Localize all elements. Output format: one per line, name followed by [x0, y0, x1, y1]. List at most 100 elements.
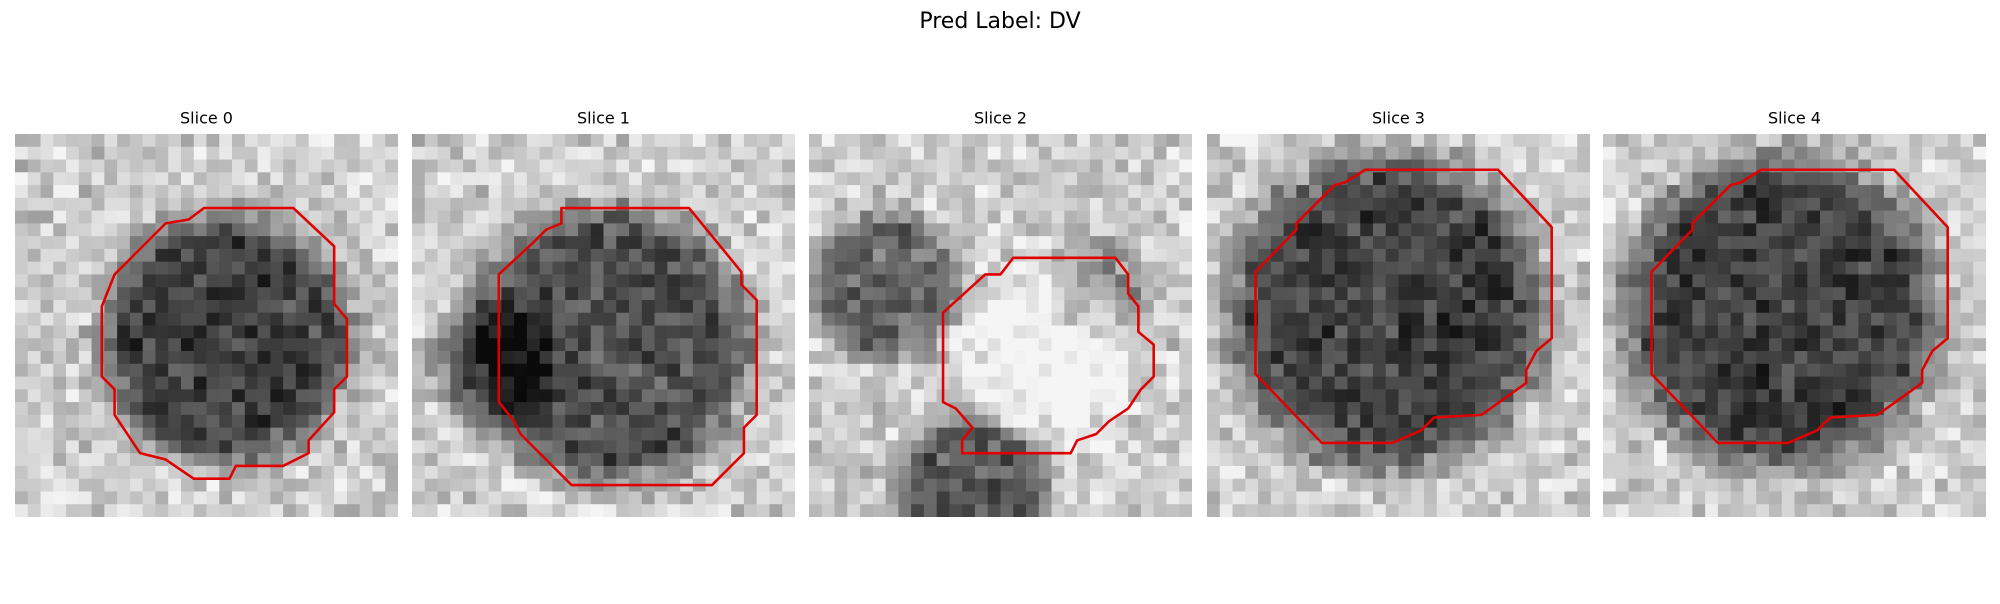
pixel: [1232, 287, 1246, 301]
pixel: [577, 299, 592, 314]
pixel: [1909, 236, 1923, 250]
pixel: [1424, 210, 1438, 224]
pixel: [1641, 440, 1655, 454]
pixel: [1513, 351, 1527, 365]
pixel: [142, 210, 156, 224]
pixel: [1717, 338, 1732, 352]
pixel: [1973, 197, 1986, 211]
pixel: [117, 261, 131, 275]
pixel: [1385, 172, 1399, 186]
pixel: [1756, 363, 1770, 377]
pixel: [1424, 236, 1438, 250]
pixel: [1051, 236, 1065, 250]
pixel: [1013, 197, 1027, 211]
pixel: [1424, 478, 1438, 492]
pixel: [1309, 402, 1323, 416]
pixel: [450, 363, 464, 377]
pixel: [1781, 325, 1795, 339]
pixel: [1411, 223, 1425, 237]
pixel: [1411, 351, 1425, 365]
pixel: [782, 402, 795, 416]
pixel: [424, 351, 438, 365]
pixel: [1615, 223, 1629, 237]
pixel: [1475, 274, 1489, 288]
pixel: [1347, 223, 1361, 237]
pixel: [1615, 402, 1629, 416]
pixel: [692, 465, 707, 480]
pixel: [641, 363, 655, 377]
pixel: [1922, 402, 1936, 416]
pixel: [1232, 453, 1246, 467]
pixel: [1296, 223, 1310, 237]
pixel: [1743, 338, 1757, 352]
pixel: [232, 236, 246, 250]
pixel: [1615, 478, 1629, 492]
panel-title: Slice 3: [1372, 109, 1425, 128]
pixel: [705, 338, 719, 352]
pixel: [1513, 440, 1527, 454]
pixel: [1526, 491, 1540, 505]
pixel: [782, 197, 795, 211]
pixel: [616, 299, 630, 314]
pixel: [1153, 427, 1167, 441]
pixel: [1424, 299, 1438, 314]
pixel: [1832, 210, 1846, 224]
pixel: [705, 312, 719, 326]
pixel: [1603, 274, 1617, 288]
pixel: [475, 236, 489, 250]
pixel: [821, 248, 835, 263]
pixel: [911, 172, 925, 186]
pixel: [257, 312, 271, 326]
pixel: [1628, 376, 1642, 390]
pixel: [1513, 402, 1527, 416]
pixel: [590, 402, 604, 416]
pixel: [1309, 134, 1323, 148]
pixel: [1628, 351, 1642, 365]
pixel: [1038, 478, 1052, 492]
pixel: [1513, 261, 1527, 275]
pixel: [552, 440, 566, 454]
pixel: [743, 389, 758, 403]
pixel: [1526, 261, 1540, 275]
pixel: [142, 414, 156, 429]
pixel: [1577, 134, 1590, 148]
pixel: [283, 351, 297, 365]
pixel: [1500, 478, 1514, 492]
pixel: [769, 465, 783, 480]
pixel: [885, 338, 899, 352]
pixel: [769, 223, 783, 237]
pixel: [692, 248, 707, 263]
pixel: [1577, 185, 1590, 199]
pixel: [1232, 210, 1246, 224]
pixel: [949, 338, 963, 352]
pixel: [244, 504, 258, 517]
pixel: [1051, 146, 1065, 160]
pixel: [1768, 210, 1783, 224]
pixel: [129, 478, 144, 492]
pixel: [1947, 299, 1961, 314]
pixel: [1654, 210, 1668, 224]
pixel: [15, 414, 29, 429]
pixel: [1730, 146, 1744, 160]
pixel: [1679, 274, 1693, 288]
pixel: [283, 402, 297, 416]
pixel: [1077, 376, 1091, 390]
pixel: [654, 325, 668, 339]
pixel: [1717, 504, 1732, 517]
pixel: [1013, 274, 1027, 288]
pixel: [1756, 299, 1770, 314]
pixel: [756, 236, 770, 250]
pixel: [949, 261, 963, 275]
pixel: [1922, 210, 1936, 224]
pixel: [1077, 440, 1091, 454]
pixel: [1794, 440, 1808, 454]
pixel: [1372, 427, 1387, 441]
pixel: [769, 261, 783, 275]
pixel: [257, 274, 271, 288]
pixel: [1360, 414, 1374, 429]
pixel: [206, 402, 220, 416]
pixel: [1102, 453, 1116, 467]
pixel: [1794, 146, 1808, 160]
pixel: [359, 299, 373, 314]
pixel: [769, 338, 783, 352]
